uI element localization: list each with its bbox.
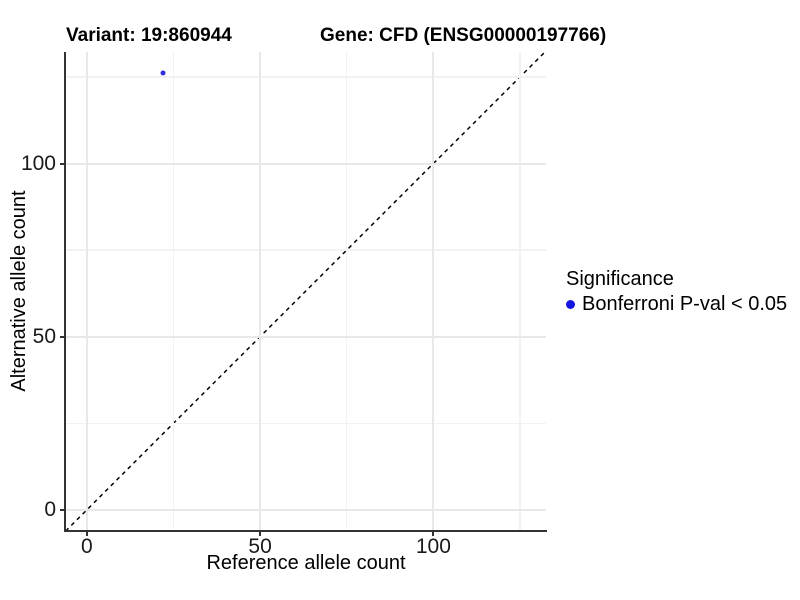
x-axis-tick: [259, 532, 262, 536]
major-gridline: [259, 52, 262, 530]
legend-item: Bonferroni P-val < 0.05: [566, 293, 787, 316]
x-tick-label: 100: [415, 535, 451, 558]
legend-item-label: Bonferroni P-val < 0.05: [582, 293, 788, 315]
identity-line: [66, 52, 546, 530]
legend-point-icon: [566, 300, 575, 309]
y-tick-label: 100: [20, 151, 56, 175]
y-axis-tick: [60, 508, 64, 511]
y-axis-line: [64, 52, 66, 532]
minor-gridline: [519, 52, 521, 530]
y-axis-tick: [60, 162, 64, 165]
x-axis-tick: [432, 532, 435, 536]
legend-title: Significance: [566, 268, 674, 290]
minor-gridline: [66, 422, 546, 425]
x-tick-label: 50: [248, 535, 272, 558]
minor-gridline: [66, 76, 546, 78]
plot-title-gene: Gene: CFD (ENSG00000197766): [320, 25, 607, 46]
y-tick-label: 0: [44, 497, 56, 521]
major-gridline: [66, 508, 546, 511]
major-gridline: [66, 335, 546, 338]
major-gridline: [432, 52, 435, 530]
x-tick-label: 0: [80, 535, 93, 558]
x-axis-tick: [85, 532, 88, 536]
x-axis-line: [64, 530, 547, 532]
minor-gridline: [172, 52, 175, 530]
y-axis-tick: [60, 335, 64, 338]
data-point: [160, 70, 166, 76]
y-axis-title: Alternative allele count: [8, 190, 30, 392]
major-gridline: [66, 162, 546, 165]
plot-panel: [66, 52, 546, 530]
plot-title-variant: Variant: 19:860944: [66, 25, 232, 46]
y-tick-label: 50: [32, 324, 56, 348]
legend: Significance Bonferroni P-val < 0.05: [566, 268, 787, 316]
x-axis-title: Reference allele count: [206, 552, 406, 574]
major-gridline: [85, 52, 88, 530]
minor-gridline: [66, 249, 546, 251]
minor-gridline: [345, 52, 348, 530]
